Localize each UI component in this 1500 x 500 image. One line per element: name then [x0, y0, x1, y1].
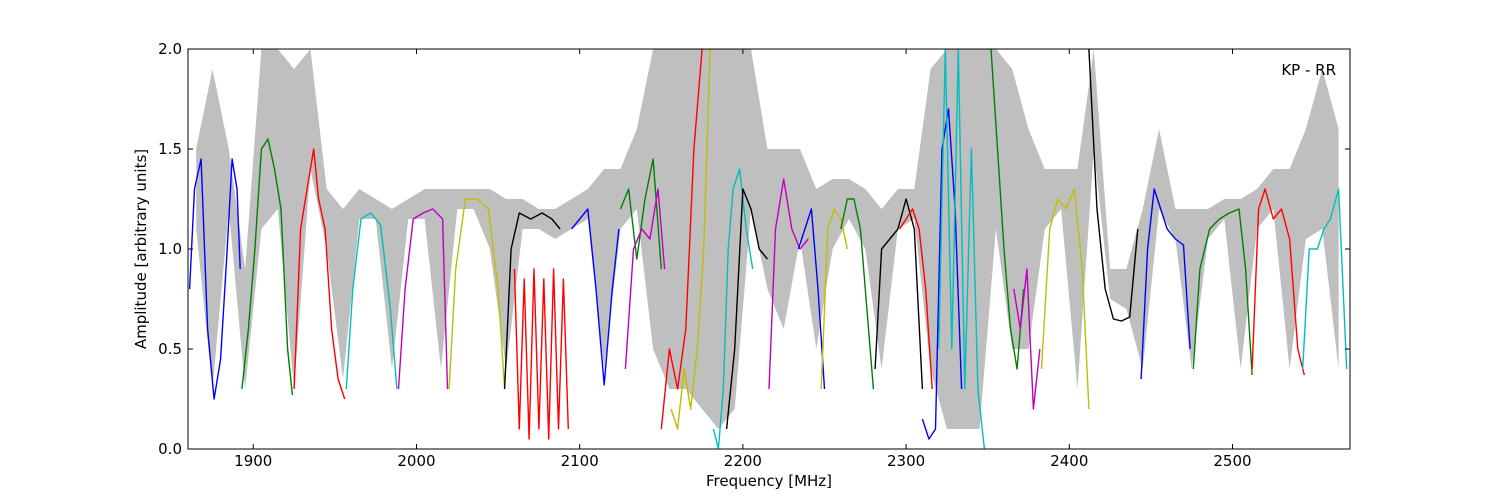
series-line-9: [570, 208, 620, 386]
x-axis-ticks: 1900 2000 2100 2200 2300 2400 2500: [234, 49, 1252, 470]
series-line-26: [1040, 188, 1090, 410]
series-line-5: [397, 208, 449, 390]
y-tick-label: 2.0: [158, 40, 182, 58]
series-line-28: [1140, 188, 1191, 380]
x-axis-label: Frequency [MHz]: [706, 472, 832, 490]
series-line-15: [725, 188, 768, 430]
x-tick-label: 2500: [1213, 452, 1251, 470]
y-tick-label: 0.0: [158, 440, 182, 458]
series-line-21: [899, 208, 933, 390]
series-line-2: [241, 138, 294, 396]
series-line-6: [448, 198, 506, 390]
y-axis-ticks: 0.0 0.5 1.0 1.5 2.0: [158, 40, 1350, 458]
x-tick-label: 2300: [887, 452, 925, 470]
x-tick-label: 2400: [1050, 452, 1088, 470]
series-line-1: [188, 158, 241, 400]
series-line-25: [1013, 268, 1041, 410]
series-line-16: [768, 178, 809, 390]
series-line-19: [840, 198, 875, 390]
y-tick-label: 0.5: [158, 340, 182, 358]
series-line-4: [345, 212, 398, 390]
series-line-20: [874, 198, 924, 390]
x-tick-label: 1900: [234, 452, 272, 470]
x-tick-label: 2100: [561, 452, 599, 470]
series-line-17: [797, 208, 826, 390]
series-line-23: [938, 49, 986, 449]
baseline-annotation: KP - RR: [1281, 61, 1336, 79]
series-line-14: [712, 168, 754, 449]
plot-area: [188, 49, 1348, 449]
y-tick-label: 1.0: [158, 240, 182, 258]
series-line-10: [619, 158, 662, 270]
series-line-7: [503, 212, 561, 390]
x-tick-label: 2000: [397, 452, 435, 470]
series-line-3: [293, 148, 346, 400]
x-tick-label: 2200: [724, 452, 762, 470]
series-line-13: [670, 49, 711, 430]
series-line-30: [1251, 188, 1305, 376]
series-line-29: [1192, 208, 1253, 376]
series-line-24: [990, 49, 1025, 370]
y-axis-label: Amplitude [arbitrary units]: [132, 149, 150, 349]
series-line-18: [820, 208, 848, 390]
series-line-27: [1088, 49, 1139, 322]
series-line-11: [624, 188, 666, 370]
series-line-8: [513, 268, 569, 440]
series-line-31: [1302, 188, 1348, 370]
envelope-band: [196, 49, 1339, 429]
y-tick-label: 1.5: [158, 140, 182, 158]
series-line-12: [660, 49, 703, 430]
